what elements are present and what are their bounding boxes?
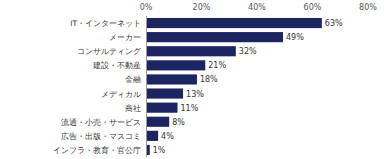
bar — [147, 18, 322, 28]
data-label: 21% — [208, 61, 226, 70]
data-label: 18% — [200, 75, 218, 84]
category-label: 広告・出版・マスコミ — [61, 132, 141, 141]
tick-mark — [312, 13, 313, 16]
category-label: メディカル — [101, 90, 141, 99]
category-label: コンサルティング — [77, 47, 142, 56]
axis-line — [146, 16, 147, 157]
bars — [147, 18, 322, 155]
data-label: 13% — [186, 90, 204, 99]
category-label: 建設・不動産 — [92, 61, 141, 70]
category-label: 流通・小売・サービス — [61, 118, 141, 127]
bar — [147, 74, 197, 84]
category-label: インフラ・教育・官公庁 — [53, 146, 141, 155]
tick-label: 80% — [359, 3, 377, 12]
bar — [147, 145, 150, 155]
bar — [147, 46, 236, 56]
bar — [147, 103, 178, 113]
bar — [147, 117, 169, 127]
tick-label: 20% — [193, 3, 211, 12]
tick-mark — [257, 13, 258, 16]
bar — [147, 131, 158, 141]
tick-label: 40% — [248, 3, 266, 12]
data-label: 8% — [172, 118, 185, 127]
tick-label: 60% — [304, 3, 322, 12]
data-label: 32% — [239, 47, 257, 56]
tick-mark — [201, 13, 202, 16]
category-label: IT・インターネット — [70, 19, 141, 28]
data-label: 4% — [161, 132, 174, 141]
tick-mark — [368, 13, 369, 16]
bar — [147, 32, 283, 42]
data-label: 1% — [153, 146, 166, 155]
category-label: 金融 — [125, 75, 141, 84]
data-label: 63% — [325, 19, 343, 28]
category-label: 商社 — [125, 104, 141, 113]
category-label: メーカー — [109, 33, 141, 42]
axis-range — [146, 16, 368, 17]
page: {"chart_data": {"type": "bar", "orientat… — [0, 0, 384, 159]
data-label: 49% — [286, 33, 304, 42]
bar — [147, 88, 183, 98]
tick-label: 0% — [140, 3, 153, 12]
chart-container: 0% 20% 40% 60% 80% IT・インターネット 63% メーカー 49% コンサルティ… — [0, 0, 384, 159]
bar — [147, 60, 205, 70]
chart: 0% 20% 40% 60% 80% IT・インターネット 63% メーカー 49% コンサルティ… — [0, 0, 384, 159]
data-label: 11% — [181, 104, 199, 113]
tick-mark — [146, 13, 147, 16]
